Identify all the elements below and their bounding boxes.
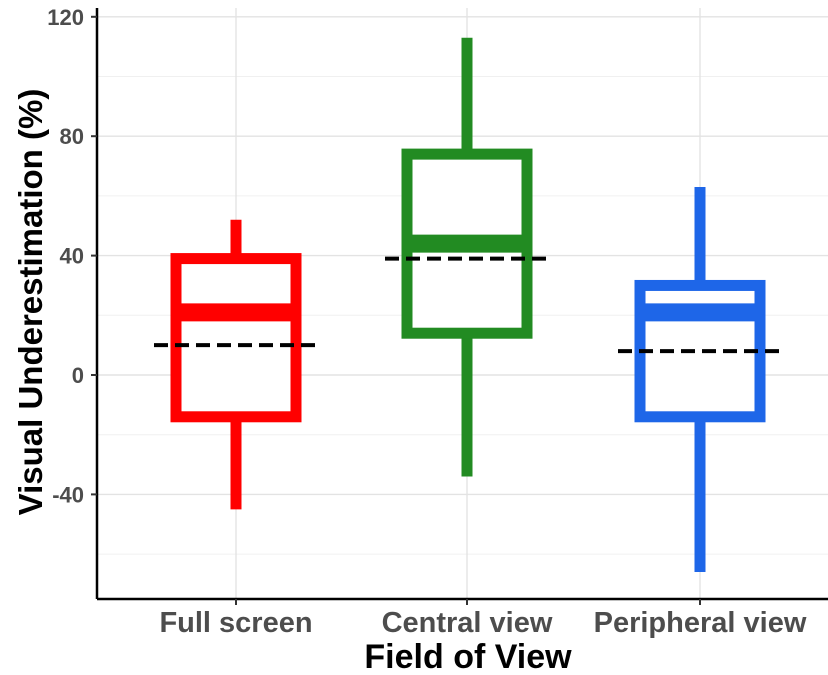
- y-axis-title: Visual Underestimation (%): [12, 89, 49, 516]
- box-central-view: [401, 37, 533, 477]
- box-peripheral-view: [634, 186, 766, 573]
- x-tick-label: Full screen: [159, 607, 312, 639]
- mean-lines: [154, 256, 782, 354]
- boxes: [170, 37, 766, 573]
- x-tick-label: Peripheral view: [594, 607, 807, 639]
- y-tick-label: 120: [47, 5, 84, 30]
- y-tick-label: -40: [52, 482, 84, 507]
- y-tick-label: 0: [72, 363, 84, 388]
- axes: [95, 8, 828, 601]
- y-tick-labels: -40 0 40 80 120: [47, 5, 97, 507]
- x-axis-title: Field of View: [364, 638, 572, 675]
- y-tick-label: 80: [60, 124, 84, 149]
- x-tick-labels: Full screen Central view Peripheral view: [159, 599, 807, 639]
- x-tick-label: Central view: [382, 607, 553, 639]
- box-full-screen: [170, 219, 302, 510]
- box-iqr: [170, 253, 302, 423]
- y-tick-label: 40: [60, 244, 84, 269]
